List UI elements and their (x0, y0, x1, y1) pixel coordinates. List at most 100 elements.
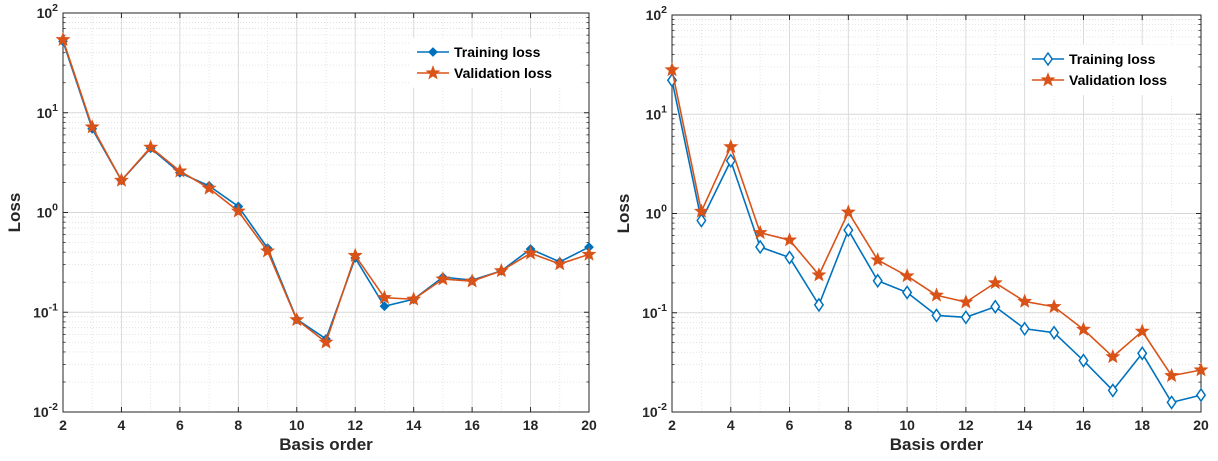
data-point (84, 119, 100, 134)
data-point (843, 222, 854, 238)
y-tick-label: 10-1 (642, 302, 667, 321)
x-tick-label: 18 (1134, 417, 1150, 433)
data-point (1075, 321, 1091, 336)
data-point (1164, 367, 1180, 383)
y-tick-label: 10-2 (33, 401, 58, 420)
x-tick-label: 16 (464, 417, 480, 433)
series-validation (664, 62, 1209, 383)
data-point (840, 204, 856, 219)
legend-marker (425, 65, 441, 80)
y-tick-label: 10-2 (642, 401, 667, 420)
data-point (230, 203, 246, 218)
data-point (318, 334, 334, 349)
series-validation (55, 31, 597, 349)
y-tick-label: 101 (37, 102, 59, 121)
data-point (987, 275, 1003, 290)
x-tick-label: 8 (844, 417, 852, 433)
y-tick-label: 102 (646, 4, 668, 23)
data-point (723, 138, 739, 154)
data-point (1193, 362, 1209, 377)
data-point (1046, 298, 1062, 314)
data-point (464, 273, 480, 288)
data-point (960, 309, 972, 325)
data-point (435, 271, 451, 286)
data-point (782, 232, 798, 247)
data-point (523, 245, 539, 260)
y-axis-label: Loss (614, 194, 633, 234)
data-point (784, 250, 795, 265)
data-point (725, 153, 736, 169)
data-point (55, 31, 71, 47)
data-point (289, 311, 305, 327)
data-point (901, 285, 913, 300)
data-point (552, 256, 568, 271)
data-point (696, 213, 707, 228)
legend: Training loss Validation loss (1026, 45, 1196, 95)
data-point (813, 297, 825, 313)
y-tick-label: 102 (37, 2, 59, 21)
legend-label: Training loss (1069, 51, 1156, 67)
x-tick-label: 20 (581, 417, 597, 433)
data-point (1107, 383, 1118, 398)
legend: Training loss Validation loss (411, 38, 581, 88)
legend-box (1026, 45, 1196, 95)
data-point (201, 180, 217, 195)
data-point (990, 299, 1001, 315)
data-point (899, 268, 915, 283)
x-tick-label: 16 (1076, 417, 1092, 433)
x-tick-label: 20 (1193, 417, 1209, 433)
y-tick-label: 10-1 (33, 301, 58, 320)
legend-marker (1042, 51, 1054, 67)
data-point (1166, 395, 1177, 410)
data-point (1134, 323, 1150, 338)
data-point (347, 247, 363, 262)
x-tick-label: 10 (289, 417, 305, 433)
data-point (406, 291, 422, 306)
data-point (664, 62, 680, 77)
data-point (379, 301, 390, 312)
data-point (1105, 348, 1121, 364)
data-point (1017, 293, 1033, 308)
series-training (666, 72, 1207, 410)
data-point (493, 263, 509, 278)
data-point (958, 294, 974, 309)
x-tick-label: 14 (1017, 417, 1033, 433)
data-point (1078, 353, 1089, 368)
x-tick-label: 2 (668, 417, 676, 433)
legend-label: Validation loss (1069, 72, 1167, 88)
x-tick-label: 8 (234, 417, 242, 433)
x-tick-label: 18 (523, 417, 539, 433)
chart-left-group: 2 4 6 8 10 12 14 16 18 20 10-2 10-1 100 101 102 Basis o… (5, 2, 597, 454)
data-point (1048, 325, 1060, 340)
x-tick-label: 6 (786, 417, 794, 433)
x-axis-label: Basis order (890, 435, 984, 454)
x-tick-label: 4 (727, 417, 735, 433)
data-point (752, 224, 768, 240)
x-tick-label: 4 (118, 417, 126, 433)
x-axis-label: Basis order (279, 435, 373, 454)
data-point (811, 267, 827, 282)
y-tick-label: 100 (646, 203, 668, 222)
data-point (870, 252, 886, 267)
data-point (172, 163, 188, 178)
x-tick-label: 2 (59, 417, 67, 433)
data-point (1195, 387, 1207, 403)
legend-marker (1040, 72, 1056, 87)
data-point (581, 246, 597, 261)
chart-right-group: 2 4 6 8 10 12 14 16 18 20 10-2 10-1 100 101 102 Basis o… (614, 4, 1209, 454)
x-tick-label: 12 (958, 417, 974, 433)
y-axis-label: Loss (5, 193, 24, 233)
x-tick-label: 6 (176, 417, 184, 433)
x-tick-label: 14 (406, 417, 422, 433)
data-point (1019, 321, 1030, 337)
legend-box (411, 38, 581, 88)
data-point (113, 172, 129, 187)
data-point (755, 239, 766, 255)
x-tick-label: 10 (899, 417, 915, 433)
data-point (929, 287, 944, 302)
y-tick-label: 101 (646, 103, 668, 122)
data-point (872, 273, 883, 289)
x-tick-label: 12 (347, 417, 363, 433)
data-point (693, 203, 709, 218)
